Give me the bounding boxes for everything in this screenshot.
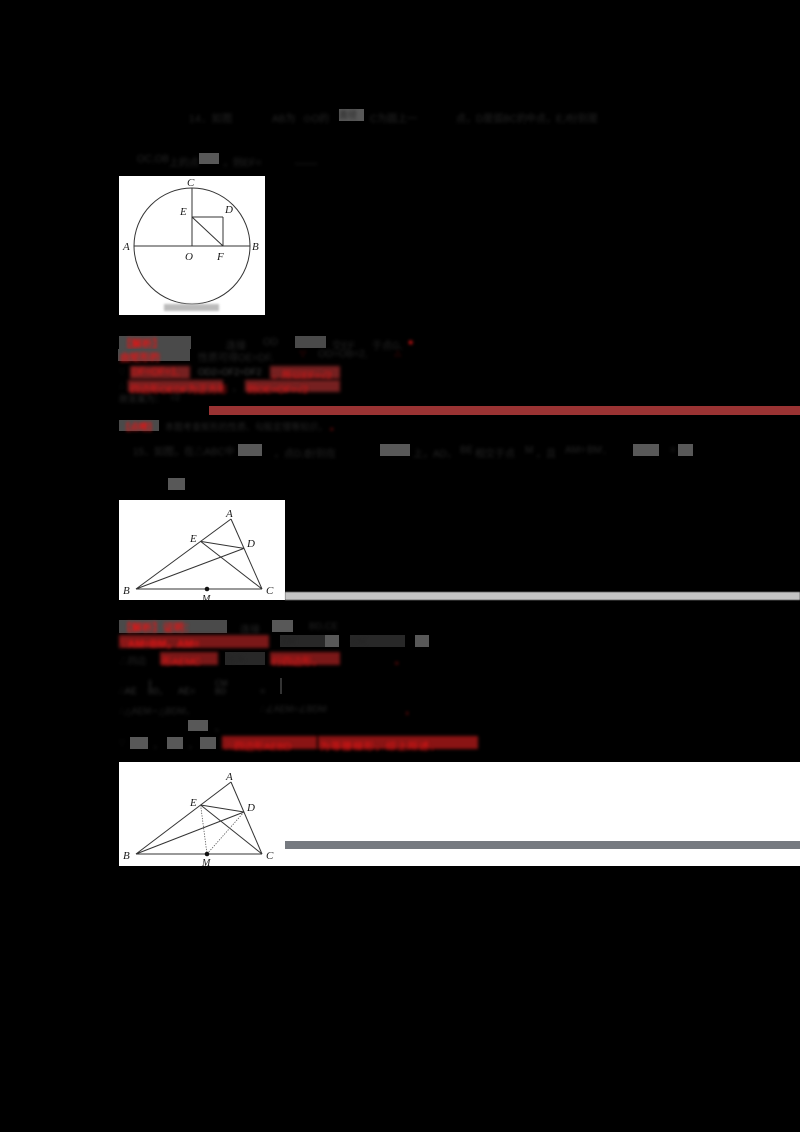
svg-text:C: C [266,585,274,597]
svg-text:C: C [187,177,195,189]
svg-text:M: M [201,594,211,600]
svg-text:A: A [225,771,233,783]
svg-text:O: O [185,251,193,263]
svg-text:E: E [179,206,187,218]
svg-text:A: A [122,241,130,253]
svg-text:C: C [266,850,274,862]
svg-text:B: B [252,241,259,253]
svg-text:D: D [246,538,255,550]
svg-text:D: D [246,802,255,814]
svg-text:D: D [224,204,233,216]
svg-text:B: B [123,850,130,862]
svg-text:F: F [216,251,224,263]
svg-text:E: E [189,533,197,545]
svg-text:M: M [201,858,211,866]
svg-text:A: A [225,508,233,520]
svg-text:B: B [123,585,130,597]
svg-text:E: E [189,797,197,809]
